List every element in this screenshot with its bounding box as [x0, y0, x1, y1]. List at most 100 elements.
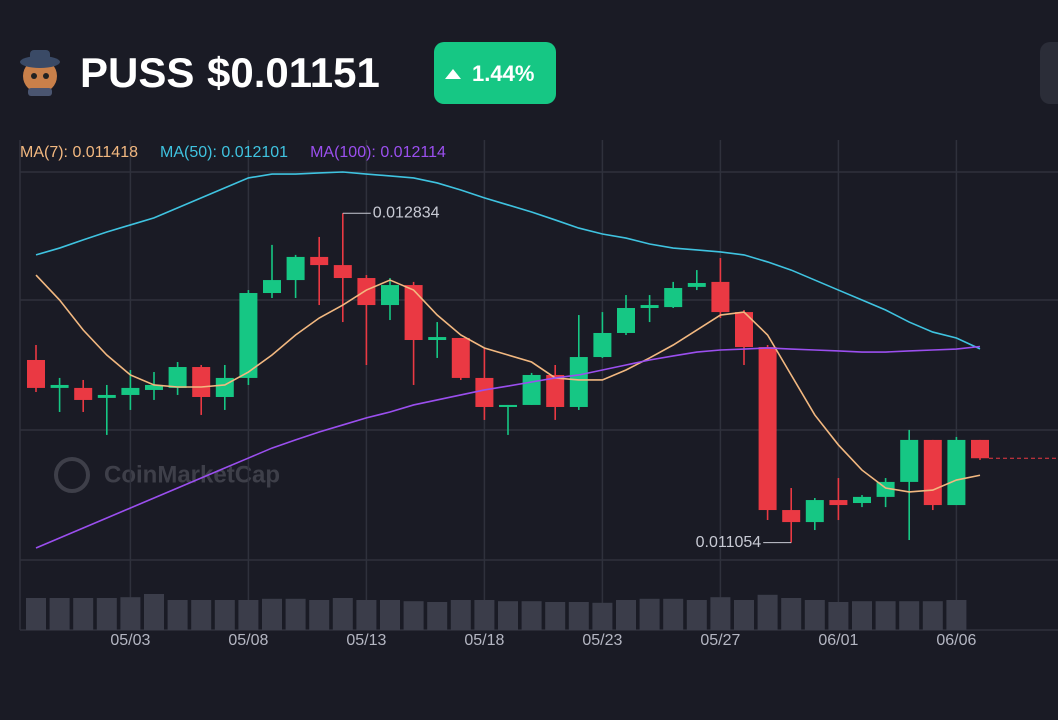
volume-bar — [427, 602, 448, 630]
candle-body — [145, 384, 163, 390]
candle-body — [168, 367, 187, 388]
x-tick-label: 06/01 — [818, 632, 858, 649]
volume-bar — [144, 594, 164, 630]
candle-body — [310, 256, 329, 266]
candle-body — [687, 283, 706, 287]
volume-bar — [356, 600, 377, 630]
up-arrow — [445, 69, 461, 79]
candle-body — [853, 496, 871, 504]
volume-bar — [568, 602, 589, 630]
volume-bar — [875, 601, 896, 630]
candle-body — [782, 510, 801, 523]
volume-bar — [639, 598, 660, 630]
token-symbol: PUSS — [80, 49, 194, 96]
menu-button[interactable] — [1040, 42, 1058, 104]
watermark: CoinMarketCap — [54, 457, 280, 493]
volume-bar — [852, 601, 872, 630]
candle-body — [900, 439, 919, 482]
volume-bar — [167, 600, 188, 630]
candle-body — [499, 404, 517, 407]
x-tick-label: 06/06 — [936, 632, 976, 649]
volume-bar — [498, 601, 518, 630]
legend-entry: MA(100): 0.012114 — [310, 144, 446, 161]
volume-bar — [663, 598, 684, 630]
volume-bar — [403, 601, 424, 630]
candle-body — [239, 293, 258, 378]
candle-body — [947, 439, 966, 506]
candle-body — [121, 387, 140, 395]
candle-body — [640, 305, 659, 308]
volume-bar — [49, 598, 70, 630]
change-percent: 1.44% — [472, 61, 534, 86]
x-tick-label: 05/13 — [346, 632, 386, 649]
candle-body — [664, 288, 683, 308]
volume-bar — [828, 602, 849, 630]
x-tick-label: 05/27 — [700, 632, 740, 649]
candle-body — [357, 278, 376, 306]
candle-body — [735, 312, 753, 348]
volume-bar — [474, 600, 495, 630]
candle-body — [97, 394, 116, 398]
candle-body — [829, 500, 848, 506]
volume-bar — [262, 598, 282, 630]
candle-body — [876, 481, 895, 497]
volume-bar — [285, 598, 306, 630]
volume-bar — [309, 600, 330, 630]
low-label: 0.011054 — [696, 534, 762, 551]
volume-bar — [238, 600, 259, 630]
candle-body — [428, 337, 447, 341]
candle-body — [475, 377, 494, 407]
volume-bar — [545, 602, 566, 630]
volume-bar — [757, 594, 778, 630]
volume-bar — [804, 600, 825, 630]
volume-bar — [710, 597, 731, 630]
candle-body — [522, 374, 541, 405]
token-price: $0.01151 — [207, 49, 380, 96]
volume-bar — [616, 600, 636, 630]
candle-body — [74, 387, 93, 400]
watermark-text: CoinMarketCap — [104, 461, 280, 488]
candle-body — [451, 337, 470, 378]
candle-body — [381, 285, 399, 306]
candle-body — [333, 265, 352, 279]
x-tick-label: 05/03 — [110, 632, 150, 649]
legend-entry: MA(50): 0.012101 — [160, 144, 288, 161]
candle-body — [923, 439, 942, 506]
volume-bar — [686, 600, 707, 630]
volume-bar — [946, 600, 967, 630]
high-label: 0.012834 — [373, 204, 440, 221]
token-icon — [20, 50, 60, 96]
candle-body — [617, 308, 635, 333]
candle-body — [569, 357, 588, 407]
candle-body — [50, 384, 69, 388]
volume-bar — [26, 598, 46, 630]
moving-average-line — [35, 274, 981, 493]
moving-average-line — [35, 171, 981, 350]
candle-body — [263, 280, 281, 294]
candle-body — [27, 359, 45, 388]
volume-bar — [120, 597, 141, 630]
volume-bar — [734, 600, 754, 630]
candle-body — [546, 374, 565, 407]
candle-body — [805, 500, 824, 523]
x-tick-label: 05/18 — [464, 632, 504, 649]
volume-bar — [450, 600, 471, 630]
volume-bar — [332, 598, 353, 630]
moving-average-line — [35, 345, 981, 549]
candle-body — [593, 332, 612, 358]
candle-body — [192, 367, 211, 397]
volume-bar — [592, 602, 613, 630]
candle-body — [711, 281, 730, 313]
volume-bar — [899, 601, 920, 630]
volume-bar — [521, 601, 542, 630]
volume-bar — [781, 598, 802, 630]
candle-body — [971, 439, 989, 459]
legend-entry: MA(7): 0.011418 — [20, 144, 138, 161]
change-badge — [434, 42, 556, 104]
x-tick-label: 05/23 — [582, 632, 622, 649]
volume-bar — [380, 600, 400, 630]
volume-bar — [96, 598, 117, 630]
volume-bar — [73, 598, 94, 630]
candle-body — [286, 256, 305, 281]
